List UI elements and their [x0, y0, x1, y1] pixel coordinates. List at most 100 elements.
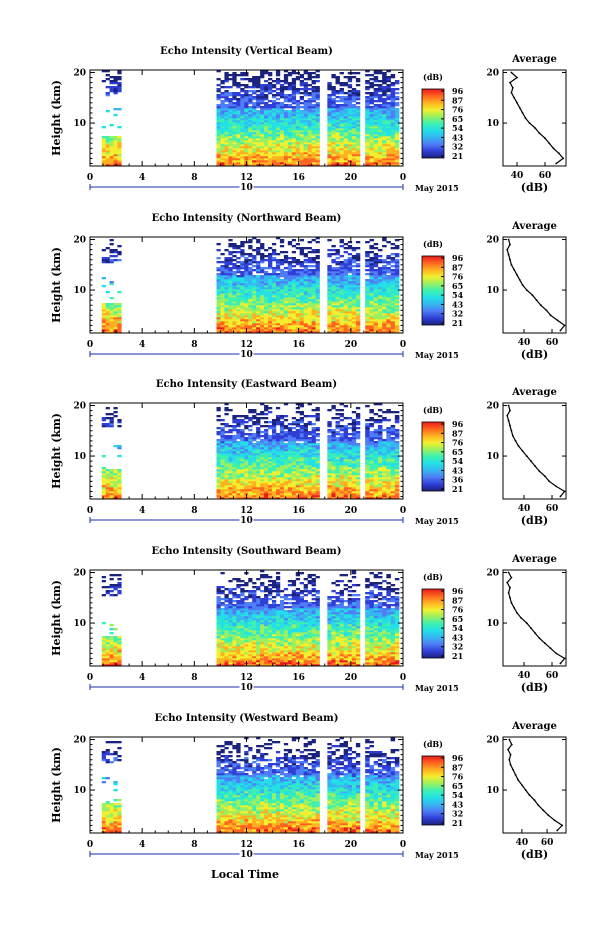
heatmap-cell	[377, 146, 383, 149]
heatmap-cell	[339, 255, 344, 258]
heatmap-cell	[117, 419, 122, 422]
heatmap-cell	[216, 297, 221, 300]
heatmap-cell	[390, 277, 396, 280]
heatmap-cell	[240, 265, 245, 268]
heatmap-cell	[351, 108, 357, 111]
average-title: Average	[511, 221, 557, 232]
heatmap-cell	[271, 319, 277, 322]
heatmap-cell	[390, 253, 396, 256]
heatmap-cell	[101, 154, 106, 157]
heatmap-cell	[307, 457, 312, 460]
heatmap-cell	[248, 419, 253, 422]
heatmap-cell	[113, 164, 118, 167]
heatmap-cell	[295, 273, 301, 276]
heatmap-cell	[386, 261, 391, 264]
heatmap-cell	[264, 114, 269, 117]
heatmap-cell	[377, 323, 383, 326]
heatmap-cell	[109, 417, 114, 420]
heatmap-cell	[105, 313, 110, 316]
heatmap-cell	[315, 435, 320, 438]
heatmap-cell	[256, 443, 261, 446]
heatmap-cell	[260, 489, 265, 492]
heatmap-cell	[311, 100, 316, 103]
heatmap-cell	[315, 417, 320, 420]
heatmap-cell	[377, 130, 383, 133]
heatmap-cell	[264, 309, 269, 312]
heatmap-cell	[382, 154, 387, 157]
heatmap-cell	[264, 108, 269, 111]
heatmap-cell	[271, 459, 277, 462]
heatmap-cell	[101, 138, 106, 141]
heatmap-cell	[113, 325, 118, 328]
heatmap-cell	[311, 281, 316, 284]
heatmap-cell	[268, 158, 273, 161]
heatmap-cell	[355, 319, 361, 322]
heatmap-cell	[240, 128, 245, 131]
heatmap-cell	[311, 453, 316, 456]
heatmap-cell	[283, 329, 289, 332]
heatmap-cell	[268, 439, 273, 442]
heatmap-cell	[347, 154, 353, 157]
heatmap-cell	[236, 269, 241, 272]
heatmap-cell	[295, 150, 301, 153]
heatmap-cell	[351, 136, 357, 139]
heatmap-cell	[268, 437, 273, 440]
heatmap-cell	[216, 315, 221, 318]
heatmap-cell	[275, 82, 281, 85]
heatmap-cell	[382, 325, 387, 328]
heatmap-cell	[264, 140, 269, 143]
heatmap-cell	[377, 283, 383, 286]
heatmap-cell	[224, 495, 229, 498]
heatmap-cell	[248, 299, 253, 302]
heatmap-cell	[303, 433, 308, 436]
heatmap-cell	[315, 495, 320, 498]
heatmap-cell	[315, 481, 320, 484]
heatmap-cell	[236, 323, 241, 326]
heatmap-cell	[268, 299, 273, 302]
heatmap-cell	[101, 259, 106, 262]
heatmap-cell	[390, 287, 396, 290]
heatmap-cell	[315, 261, 320, 264]
heatmap-cell	[109, 319, 114, 322]
heatmap-cell	[390, 88, 396, 91]
heatmap-cell	[373, 108, 379, 111]
heatmap-cell	[311, 451, 316, 454]
heatmap-cell	[264, 323, 269, 326]
heatmap-cell	[279, 305, 285, 308]
heatmap-cell	[224, 74, 229, 77]
heatmap-cell	[105, 144, 110, 147]
heatmap-cell	[343, 104, 349, 107]
heatmap-cell	[307, 112, 312, 115]
heatmap-cell	[365, 108, 370, 111]
heatmap-cell	[339, 261, 344, 264]
heatmap-cell	[244, 257, 249, 260]
heatmap-cell	[228, 243, 233, 246]
heatmap-cell	[283, 433, 289, 436]
heatmap-cell	[394, 317, 400, 320]
heatmap-cell	[283, 74, 289, 77]
heatmap-cell	[365, 259, 370, 262]
heatmap-cell	[311, 301, 316, 304]
heatmap-cell	[244, 465, 249, 468]
heatmap-cell	[256, 319, 261, 322]
heatmap-cell	[331, 94, 336, 97]
heatmap-cell	[303, 100, 308, 103]
heatmap-cell	[347, 150, 353, 153]
heatmap-cell	[339, 98, 344, 101]
heatmap-cell	[386, 146, 391, 149]
y-tick-label: 10	[73, 119, 86, 129]
average-profile-point	[516, 101, 518, 104]
heatmap-cell	[377, 321, 383, 324]
heatmap-cell	[256, 331, 261, 334]
heatmap-cell	[283, 130, 289, 133]
heatmap-cell	[236, 303, 241, 306]
heatmap-cell	[303, 483, 308, 486]
heatmap-cell	[268, 461, 273, 464]
heatmap-cell	[240, 439, 245, 442]
heatmap-cell	[307, 116, 312, 119]
heatmap-cell	[355, 269, 361, 272]
heatmap-cell	[339, 285, 344, 288]
heatmap-cell	[260, 86, 265, 89]
heatmap-cell	[299, 479, 304, 482]
heatmap-cell	[327, 144, 332, 147]
